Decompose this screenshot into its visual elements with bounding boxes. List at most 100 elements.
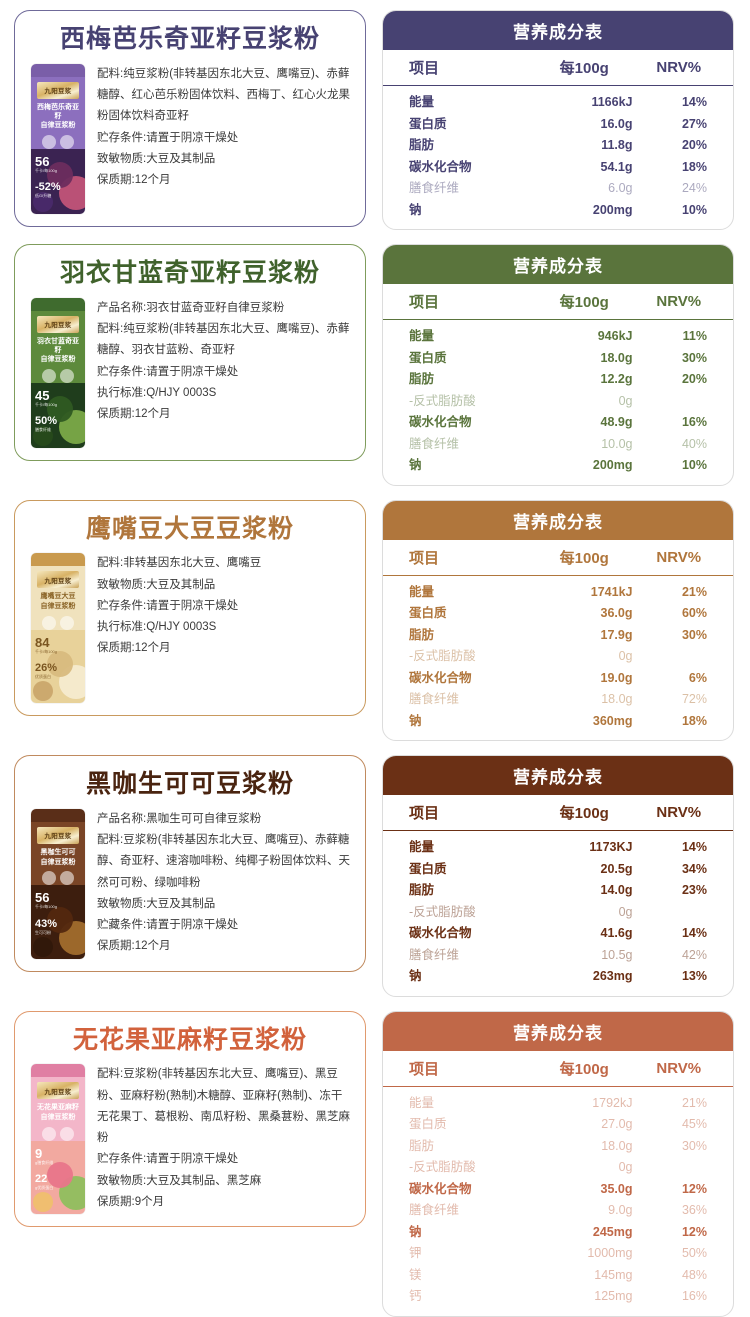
package-cap — [31, 808, 85, 822]
column-header-per100g: 每100g — [559, 60, 609, 77]
nutrient-nrv: 6% — [688, 670, 707, 685]
nutrition-table-header-row: 项目 每100g NRV% — [383, 1051, 733, 1087]
package-product-name: 无花果亚麻籽 — [37, 1104, 79, 1112]
nutrient-nrv: 30% — [681, 627, 707, 642]
column-header-nrv: NRV% — [656, 548, 702, 566]
nutrient-nrv: 45% — [681, 1117, 707, 1131]
nutrient-value: 14.0g — [600, 883, 633, 897]
nutrient-nrv: 12% — [681, 1181, 707, 1196]
nutrition-row: 膳食纤维 18.0g 72% — [383, 689, 733, 711]
nutrition-row: -反式脂肪酸 0g — [383, 1157, 733, 1179]
nutrition-table-header-row: 项目 每100g NRV% — [383, 795, 733, 831]
nutrient-value: 1000mg — [587, 1246, 633, 1260]
product-spec-line: 执行标准:Q/HJY 0003S — [97, 386, 217, 399]
product-title: 黑咖生可可豆浆粉 — [85, 770, 294, 798]
package-fruit-graphic — [33, 425, 53, 446]
column-header-nrv: NRV% — [656, 59, 702, 76]
nutrient-nrv: 18% — [681, 159, 707, 174]
column-header-per100g: 每100g — [559, 1060, 609, 1078]
nutrition-row: 蛋白质 27.0g 45% — [383, 1114, 733, 1136]
product-row: 无花果亚麻籽豆浆粉 九阳豆浆 无花果亚麻籽 自律豆浆粉 9 g膳食纤维 22 g优质蛋白 配料:… — [0, 1010, 750, 1317]
package-image-wrap: 九阳豆浆 羽衣甘蓝奇亚籽 自律豆浆粉 45 千卡/每100g 50% 膳食纤维 — [27, 296, 89, 448]
package-number-primary: 56 — [35, 890, 50, 906]
package-upper: 九阳豆浆 西梅芭乐奇亚籽 自律豆浆粉 — [31, 76, 85, 149]
product-spec-line: 配料:豆浆粉(非转基因东北大豆、鹰嘴豆)、黑豆粉、亚麻籽粉(熟制)木糖醇、亚麻籽… — [97, 1068, 350, 1145]
product-row: 鹰嘴豆大豆豆浆粉 九阳豆浆 鹰嘴豆大豆 自律豆浆粉 84 千卡/每100g 26% 优质蛋白 配… — [0, 499, 750, 741]
package-lower: 56 千卡/每100g 43% 生可可粉 — [31, 885, 85, 959]
package-fruit-graphic — [33, 681, 53, 702]
nutrition-row: 膳食纤维 9.0g 36% — [383, 1200, 733, 1222]
column-header-nrv: NRV% — [656, 293, 702, 310]
product-spec-line: 配料:纯豆浆粉(非转基因东北大豆、鹰嘴豆)、赤藓糖醇、羽衣甘蓝粉、奇亚籽 — [97, 323, 350, 357]
nutrition-row: 蛋白质 20.5g 34% — [383, 859, 733, 881]
package-number-primary-caption: 千卡/每100g — [35, 904, 58, 910]
nutrient-value: 48.9g — [600, 415, 633, 429]
product-spec-line: 执行标准:Q/HJY 0003S — [97, 621, 217, 634]
package-fruit-graphic — [47, 395, 73, 422]
nutrition-row: 钾 1000mg 50% — [383, 1243, 733, 1265]
nutrient-nrv: 14% — [681, 926, 707, 940]
product-spec-line: 贮存条件:请置于阴凉干燥处 — [97, 131, 239, 144]
package-fruit-graphic — [47, 1162, 73, 1189]
package-fruit-graphic — [33, 1192, 53, 1213]
nutrient-value: 54.1g — [600, 159, 633, 174]
nutrient-name: 膳食纤维 — [409, 692, 460, 706]
nutrient-name: -反式脂肪酸 — [409, 649, 476, 663]
product-info-card: 黑咖生可可豆浆粉 九阳豆浆 黑咖生可可 自律豆浆粉 56 千卡/每100g 43% 生可可粉 产… — [14, 755, 366, 972]
nutrient-nrv: 34% — [681, 861, 707, 876]
nutrient-value: 1173KJ — [589, 840, 633, 854]
nutrition-row: 碳水化合物 54.1g 18% — [383, 157, 733, 179]
nutrient-name: 碳水化合物 — [409, 415, 472, 429]
nutrition-row: 蛋白质 36.0g 60% — [383, 603, 733, 625]
nutrition-row: 碳水化合物 35.0g 12% — [383, 1179, 733, 1201]
nutrient-name: 脂肪 — [409, 138, 435, 152]
package-badge-icon — [60, 871, 74, 886]
nutrient-nrv: 20% — [681, 138, 707, 152]
column-header-item: 项目 — [409, 1060, 440, 1078]
package-fruit-graphic — [47, 651, 73, 678]
nutrient-nrv: 40% — [681, 436, 707, 451]
nutrition-row: 脂肪 12.2g 20% — [383, 369, 733, 391]
nutrient-name: -反式脂肪酸 — [409, 1160, 476, 1174]
nutrition-row: 脂肪 11.8g 20% — [383, 135, 733, 157]
nutrient-nrv: 10% — [681, 202, 707, 217]
package-upper: 九阳豆浆 黑咖生可可 自律豆浆粉 — [31, 821, 85, 886]
nutrition-facts-table: 营养成分表 项目 每100g NRV% 能量 1166kJ 14% 蛋白质 16.0g 27% 脂肪… — [382, 10, 734, 230]
product-package-image: 九阳豆浆 西梅芭乐奇亚籽 自律豆浆粉 56 千卡/每100g -52% 低GI升糖 — [31, 63, 85, 214]
nutrient-value: 35.0g — [600, 1181, 633, 1196]
nutrient-name: -反式脂肪酸 — [409, 904, 476, 919]
nutrition-row: -反式脂肪酸 0g — [383, 391, 733, 413]
nutrient-name: 蛋白质 — [409, 350, 447, 365]
nutrient-name: 膳食纤维 — [409, 436, 460, 451]
package-product-name: 西梅芭乐奇亚籽 — [37, 103, 79, 120]
nutrient-name: 蛋白质 — [409, 606, 447, 620]
product-title: 西梅芭乐奇亚籽豆浆粉 — [59, 25, 320, 53]
package-product-name: 羽衣甘蓝奇亚籽 — [37, 337, 79, 354]
product-title: 羽衣甘蓝奇亚籽豆浆粉 — [59, 259, 320, 287]
brand-logo: 九阳豆浆 — [37, 1082, 79, 1100]
nutrient-name: 蛋白质 — [409, 116, 447, 131]
nutrition-facts-table: 营养成分表 项目 每100g NRV% 能量 1741kJ 21% 蛋白质 36.0g 60% 脂肪… — [382, 499, 734, 741]
product-spec-list: 产品名称:黑咖生可可自律豆浆粉 配料:豆浆粉(非转基因东北大豆、鹰嘴豆)、赤藓糖醇… — [97, 807, 353, 958]
product-card-body: 九阳豆浆 鹰嘴豆大豆 自律豆浆粉 84 千卡/每100g 26% 优质蛋白 配料:非转基因东北… — [27, 551, 353, 704]
nutrient-name: 钾 — [409, 1246, 422, 1260]
package-upper: 九阳豆浆 鹰嘴豆大豆 自律豆浆粉 — [31, 566, 85, 630]
product-title: 无花果亚麻籽豆浆粉 — [72, 1025, 307, 1054]
package-product-name: 鹰嘴豆大豆 — [40, 593, 76, 601]
package-number-secondary: 50% — [35, 415, 58, 428]
nutrition-row: 能量 1741kJ 21% — [383, 582, 733, 604]
nutrient-value: 200mg — [592, 202, 633, 217]
column-header-item: 项目 — [409, 60, 440, 77]
column-header-item: 项目 — [409, 549, 440, 567]
product-info-card: 羽衣甘蓝奇亚籽豆浆粉九阳豆浆 羽衣甘蓝奇亚籽 自律豆浆粉 45 千卡/每100g 50% 膳… — [14, 244, 366, 461]
package-fruit-graphic — [47, 161, 73, 188]
nutrient-nrv: 18% — [681, 713, 707, 728]
nutrient-nrv: 16% — [681, 415, 707, 429]
package-product-subname: 自律豆浆粉 — [40, 858, 76, 866]
nutrient-nrv: 16% — [681, 1289, 707, 1303]
package-lower: 84 千卡/每100g 26% 优质蛋白 — [31, 629, 85, 704]
product-spec-line: 产品名称:黑咖生可可自律豆浆粉 — [97, 812, 262, 825]
nutrition-row: 钠 200mg 10% — [383, 455, 733, 477]
brand-logo: 九阳豆浆 — [37, 571, 79, 589]
column-header-per100g: 每100g — [559, 294, 609, 311]
